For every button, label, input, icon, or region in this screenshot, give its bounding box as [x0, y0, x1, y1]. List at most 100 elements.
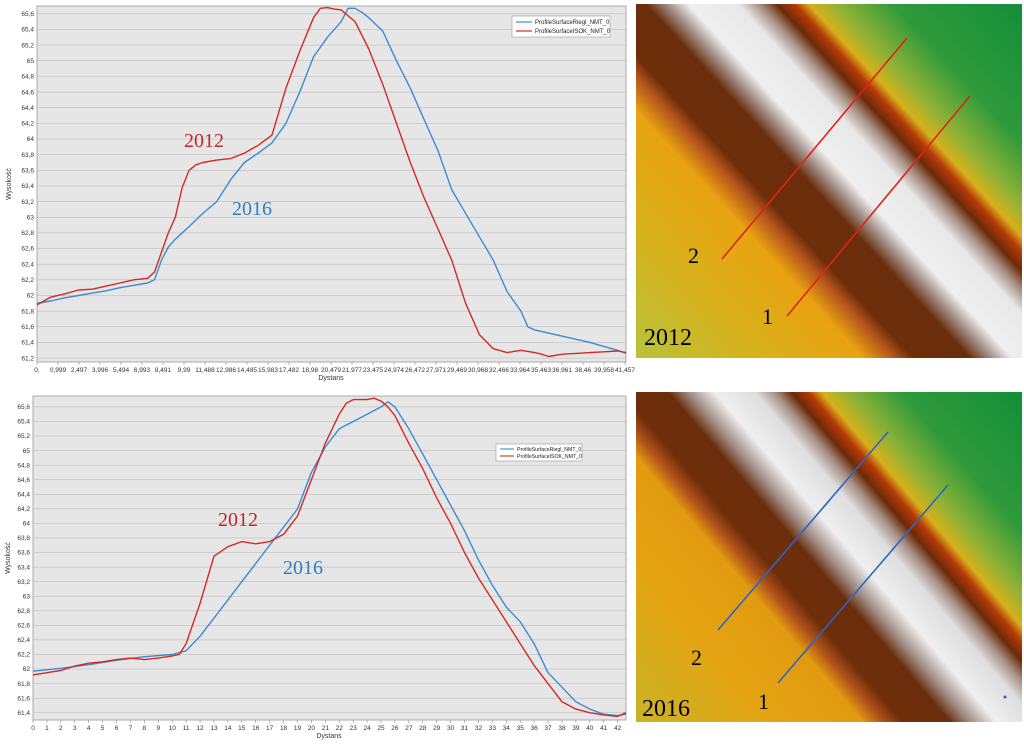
- profile-chart-top: 65,6 65,4 65,2 65 64,8 64,6 64,4 64,2 64 63,8 63,6…: [6, 5, 635, 382]
- x-tick-label: 26: [391, 725, 399, 732]
- y-tick-label: 62: [23, 666, 31, 673]
- data-series: [36, 6, 627, 358]
- x-tick-label: 25: [377, 725, 385, 732]
- legend-entry-riegl: ProfileSurfaceRiegl_NMT_0: [517, 447, 581, 453]
- x-tick-label: 15: [238, 725, 246, 732]
- map-marker-dot: [1003, 695, 1007, 699]
- x-tick-label: 37: [544, 725, 552, 732]
- y-tick-label: 64,4: [21, 105, 34, 112]
- annotation-2012: 2012: [184, 130, 224, 152]
- x-tick-label: 15,983: [258, 367, 278, 374]
- y-tick-label: 63,4: [21, 183, 34, 190]
- x-tick-label: 9,99: [178, 367, 191, 374]
- y-tick-label: 62,6: [21, 246, 34, 253]
- x-tick-label: 31: [461, 725, 469, 732]
- x-tick-label: 14,485: [237, 367, 257, 374]
- y-tick-label: 65,4: [17, 419, 30, 426]
- x-tick-label: 8,491: [155, 367, 172, 374]
- plot-area: [36, 5, 627, 363]
- profile-chart-bottom: 65,665,465,26564,864,664,464,26463,863,6…: [5, 395, 627, 740]
- y-tick-label: 61,6: [21, 324, 34, 331]
- x-tick-label: 41,457: [615, 367, 635, 374]
- x-tick-label: 32: [475, 725, 483, 732]
- profile-label-1: 1: [758, 689, 769, 714]
- legend-box: [495, 443, 583, 462]
- x-tick-label: 13: [210, 725, 218, 732]
- x-tick-label: 32,466: [489, 367, 509, 374]
- x-tick-label: 3,996: [92, 367, 109, 374]
- x-tick-label: 29: [433, 725, 441, 732]
- y-tick-labels: 65,6 65,4 65,2 65 64,8 64,6 64,4 64,2 64 63,8 63,6…: [17, 404, 30, 717]
- x-tick-label: 1: [45, 725, 49, 732]
- x-tick-label: 20,479: [321, 367, 341, 374]
- x-tick-label: 36: [531, 725, 539, 732]
- y-tick-label: 65: [27, 58, 35, 65]
- x-tick-label: 4: [87, 725, 91, 732]
- series-line-red: [32, 397, 627, 718]
- x-tick-label: 35: [517, 725, 525, 732]
- legend-box: [511, 15, 611, 38]
- x-tick-label: 40: [586, 725, 594, 732]
- y-tick-label: 65,4: [21, 27, 34, 34]
- x-tick-label: 6: [115, 725, 119, 732]
- legend: ProfileSurfaceRiegl_NMT_0 ProfileSurface…: [495, 443, 583, 462]
- x-tick-label: 0,: [34, 367, 40, 374]
- legend: ProfileSurfaceRiegl_NMT_0 ProfileSurface…: [511, 15, 611, 38]
- map-year-label: 2016: [642, 696, 690, 722]
- y-tick-label: 61,4: [21, 340, 34, 347]
- x-axis-label: Dystans: [318, 375, 344, 382]
- x-tick-label: 23: [350, 725, 358, 732]
- x-tick-label: 11: [183, 725, 190, 732]
- profile-label-1: 1: [762, 304, 773, 329]
- x-tick-label: 38: [558, 725, 566, 732]
- x-tick-label: 30: [447, 725, 455, 732]
- legend-entry-isok: ProfileSurfaceISOK_NMT_0: [517, 454, 582, 460]
- y-tick-label: 64,2: [21, 121, 34, 128]
- profile-line-2: [717, 431, 889, 631]
- profile-line-1: [777, 484, 949, 684]
- x-tick-label: 28: [419, 725, 427, 732]
- dem-map-2016: 2 1 2016: [636, 392, 1022, 722]
- x-tick-label: 12,986: [216, 367, 236, 374]
- x-tick-label: 36,961: [552, 367, 572, 374]
- x-tick-label: 12: [196, 725, 204, 732]
- profile-label-2: 2: [688, 243, 699, 268]
- y-tick-label: 63: [27, 214, 35, 221]
- map-year-label: 2012: [644, 325, 692, 351]
- x-tick-label: 5,494: [113, 367, 130, 374]
- y-tick-label: 65,2: [17, 433, 30, 440]
- y-axis-label: Wysokość: [6, 168, 13, 200]
- y-tick-label: 63,4: [17, 564, 30, 571]
- profile-label-2: 2: [691, 645, 702, 670]
- series-line-blue: [36, 7, 627, 355]
- x-tick-label: 6,993: [134, 367, 151, 374]
- y-axis-label: Wysokość: [5, 542, 12, 574]
- map-raster: [636, 392, 1022, 722]
- x-tick-label: 17,482: [279, 367, 299, 374]
- series-line-red: [36, 6, 627, 358]
- y-tick-label: 62,2: [17, 652, 30, 659]
- y-tick-label: 64,4: [17, 491, 30, 498]
- annotation-2016: 2016: [232, 198, 272, 220]
- x-tick-label: 34: [503, 725, 511, 732]
- y-tick-label: 63,8: [17, 535, 30, 542]
- y-tick-label: 61,2: [21, 355, 34, 362]
- x-tick-label: 27: [405, 725, 413, 732]
- annotation-2012: 2012: [218, 509, 258, 531]
- y-tick-label: 61,6: [17, 695, 30, 702]
- y-tick-label: 62,4: [21, 261, 34, 268]
- y-tick-label: 63,2: [17, 579, 30, 586]
- x-tick-label: 33,964: [510, 367, 530, 374]
- y-tick-label: 61,8: [21, 308, 34, 315]
- x-tick-label: 0: [31, 725, 35, 732]
- x-tick-label: 2,497: [71, 367, 88, 374]
- x-tick-label: 17: [266, 725, 274, 732]
- y-tick-label: 63: [23, 593, 31, 600]
- y-tick-label: 62: [27, 293, 35, 300]
- x-tick-label: 5: [101, 725, 105, 732]
- x-tick-label: 0,999: [50, 367, 67, 374]
- annotation-2016: 2016: [283, 557, 323, 579]
- x-tick-label: 29,469: [447, 367, 467, 374]
- y-tick-labels: 65,6 65,4 65,2 65 64,8 64,6 64,4 64,2 64 63,8 63,6…: [21, 11, 34, 362]
